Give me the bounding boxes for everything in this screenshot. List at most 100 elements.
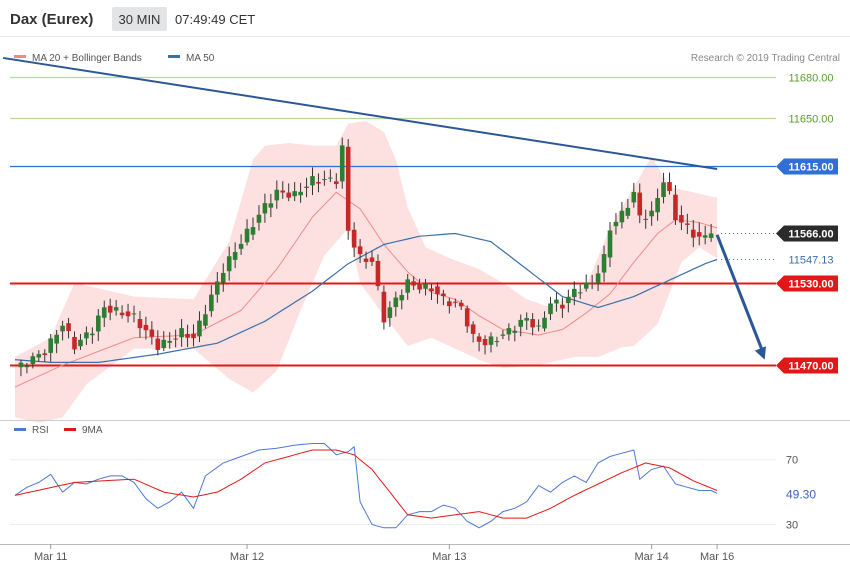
candle-body-up <box>250 227 256 235</box>
candlestick <box>280 181 286 199</box>
candlestick <box>530 313 535 336</box>
candlestick <box>60 320 65 341</box>
candlestick <box>631 182 637 208</box>
candle-body-down <box>667 182 672 191</box>
candlestick <box>506 323 512 341</box>
candlestick <box>48 333 53 362</box>
timeframe-label: 30 MIN <box>119 12 161 27</box>
candle-body-up <box>209 294 214 312</box>
candlestick <box>66 317 71 339</box>
candle-body-down <box>381 291 387 323</box>
candlestick <box>399 289 405 310</box>
candlestick <box>262 193 268 223</box>
candle-body-up <box>423 283 428 289</box>
candle-body-up <box>36 354 42 358</box>
rsi-tick-70: 70 <box>786 455 798 467</box>
level-badge-11470.00 <box>776 357 838 374</box>
candle-body-up <box>78 339 83 347</box>
candlestick <box>220 263 226 292</box>
candle-body-down <box>345 146 351 231</box>
candlestick <box>345 139 351 240</box>
candlestick <box>351 222 357 258</box>
level-label-11530.00: 11530.00 <box>788 279 833 291</box>
candle-body-down <box>334 181 339 185</box>
rsi-ma-legend-label: 9MA <box>82 425 103 436</box>
ma20-line <box>14 191 718 388</box>
candlestick <box>322 170 327 186</box>
candlestick <box>696 222 702 246</box>
candle-body-up <box>113 307 119 311</box>
candlestick <box>18 359 24 377</box>
level-label-11547.13: 11547.13 <box>788 255 833 267</box>
candle-body-up <box>488 336 494 345</box>
candle-body-down <box>107 305 113 313</box>
level-label-11650.00: 11650.00 <box>788 114 833 126</box>
candlestick <box>131 305 137 323</box>
x-axis: Mar 11 Mar 12 Mar 13 Mar 14 Mar 16 <box>34 544 734 563</box>
candle-body-up <box>524 318 529 321</box>
candle-body-up <box>298 191 303 196</box>
candlestick <box>357 239 363 263</box>
candle-body-down <box>125 311 131 317</box>
candle-body-down <box>673 194 678 221</box>
candlestick <box>149 321 155 345</box>
candlestick <box>369 250 375 267</box>
candlestick <box>649 201 654 226</box>
rsi-tick-30: 30 <box>786 520 798 532</box>
candle-body-up <box>131 313 137 315</box>
candlestick <box>292 182 297 202</box>
candlestick <box>209 285 214 317</box>
candle-body-down <box>458 302 464 307</box>
candle-body-down <box>441 293 446 297</box>
candlestick <box>518 314 524 337</box>
candlestick <box>679 205 684 231</box>
candle-body-down <box>149 329 155 337</box>
candle-body-up <box>554 299 559 304</box>
candlestick <box>250 217 256 240</box>
candlestick <box>655 188 660 221</box>
candle-body-up <box>607 230 613 258</box>
candle-body-up <box>339 145 345 182</box>
candle-body-up <box>161 339 167 348</box>
candlestick <box>36 350 42 362</box>
candlestick <box>607 221 613 267</box>
candle-body-up <box>399 295 405 301</box>
candle-body-up <box>577 292 583 294</box>
candle-body-down <box>560 304 565 309</box>
candlestick <box>625 198 631 220</box>
candlestick <box>702 225 708 245</box>
candlestick <box>435 282 440 304</box>
candlestick <box>24 362 30 374</box>
candle-body-up <box>393 297 399 308</box>
candlestick <box>268 193 274 218</box>
candle-body-down <box>685 223 690 225</box>
candlestick <box>107 298 113 321</box>
candle-body-up <box>631 191 637 203</box>
candlestick <box>42 349 48 362</box>
candle-body-down <box>369 257 375 262</box>
instrument-title: Dax (Eurex) <box>10 11 93 28</box>
x-tick-label: Mar 14 <box>635 551 669 563</box>
candle-body-up <box>215 281 220 295</box>
candle-body-up <box>220 272 226 283</box>
candlestick <box>30 352 36 369</box>
candlestick <box>447 297 452 314</box>
candle-body-down <box>137 319 143 329</box>
candle-body-down <box>363 258 369 262</box>
bb-legend-label: MA 20 + Bollinger Bands <box>32 53 142 64</box>
candlestick <box>54 330 59 354</box>
candlestick <box>554 292 559 312</box>
candle-body-up <box>589 283 595 285</box>
copyright-note: Research © 2019 Trading Central <box>691 53 840 64</box>
candle-body-down <box>417 283 422 290</box>
candlestick <box>173 329 178 348</box>
candlestick <box>589 274 595 290</box>
candlestick <box>667 172 672 195</box>
candlestick <box>328 169 333 183</box>
candlestick <box>334 173 339 189</box>
candle-body-up <box>96 315 101 332</box>
candlestick <box>548 296 553 320</box>
candlestick <box>441 289 446 306</box>
candle-body-up <box>90 333 95 336</box>
